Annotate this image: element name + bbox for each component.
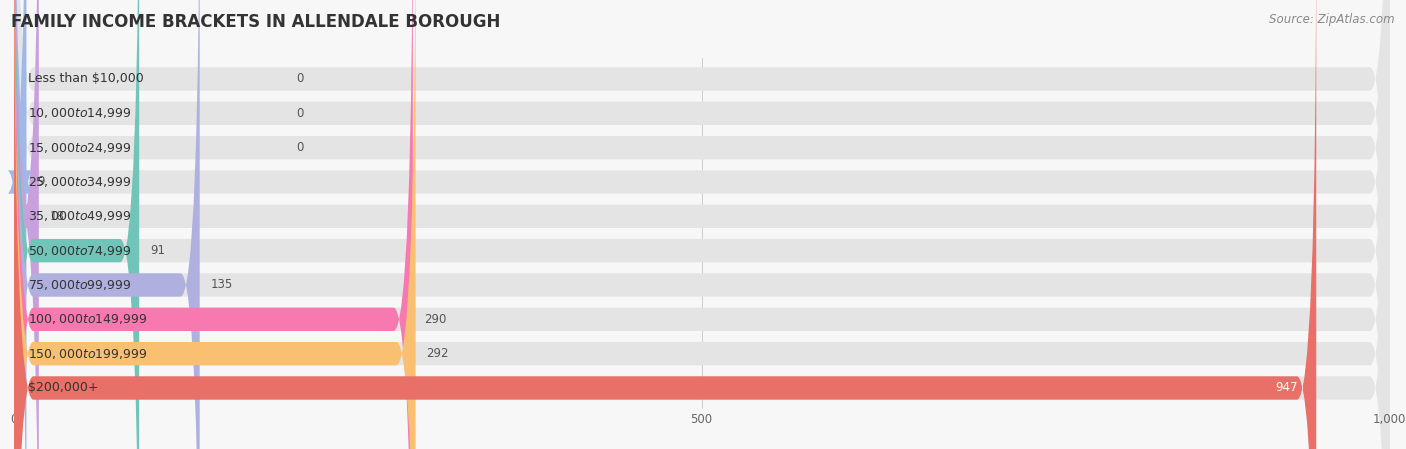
Text: $25,000 to $34,999: $25,000 to $34,999	[28, 175, 131, 189]
Text: $15,000 to $24,999: $15,000 to $24,999	[28, 141, 131, 154]
FancyBboxPatch shape	[14, 0, 1389, 449]
FancyBboxPatch shape	[14, 0, 1389, 449]
FancyBboxPatch shape	[14, 0, 1316, 449]
Text: $35,000 to $49,999: $35,000 to $49,999	[28, 209, 131, 223]
Text: $75,000 to $99,999: $75,000 to $99,999	[28, 278, 131, 292]
FancyBboxPatch shape	[14, 0, 1389, 449]
FancyBboxPatch shape	[14, 0, 139, 449]
Text: $100,000 to $149,999: $100,000 to $149,999	[28, 313, 148, 326]
FancyBboxPatch shape	[7, 0, 34, 449]
FancyBboxPatch shape	[14, 0, 1389, 449]
Text: Less than $10,000: Less than $10,000	[28, 72, 143, 85]
Text: Source: ZipAtlas.com: Source: ZipAtlas.com	[1270, 13, 1395, 26]
Text: 9: 9	[38, 176, 45, 189]
Text: 290: 290	[423, 313, 446, 326]
FancyBboxPatch shape	[14, 0, 1389, 449]
FancyBboxPatch shape	[14, 0, 1389, 449]
Text: $50,000 to $74,999: $50,000 to $74,999	[28, 244, 131, 258]
Text: 947: 947	[1275, 382, 1298, 395]
Text: 135: 135	[211, 278, 233, 291]
FancyBboxPatch shape	[14, 0, 1389, 449]
Text: 18: 18	[49, 210, 65, 223]
Text: FAMILY INCOME BRACKETS IN ALLENDALE BOROUGH: FAMILY INCOME BRACKETS IN ALLENDALE BORO…	[11, 13, 501, 31]
FancyBboxPatch shape	[14, 0, 200, 449]
Text: 0: 0	[295, 141, 304, 154]
FancyBboxPatch shape	[14, 0, 39, 449]
Text: $10,000 to $14,999: $10,000 to $14,999	[28, 106, 131, 120]
Text: 0: 0	[295, 107, 304, 120]
FancyBboxPatch shape	[14, 0, 1389, 449]
FancyBboxPatch shape	[14, 0, 413, 449]
Text: $200,000+: $200,000+	[28, 382, 98, 395]
Text: 0: 0	[295, 72, 304, 85]
Text: 292: 292	[426, 347, 449, 360]
FancyBboxPatch shape	[14, 0, 1389, 449]
Text: 91: 91	[150, 244, 165, 257]
FancyBboxPatch shape	[14, 0, 1389, 449]
FancyBboxPatch shape	[14, 0, 416, 449]
Text: $150,000 to $199,999: $150,000 to $199,999	[28, 347, 148, 361]
